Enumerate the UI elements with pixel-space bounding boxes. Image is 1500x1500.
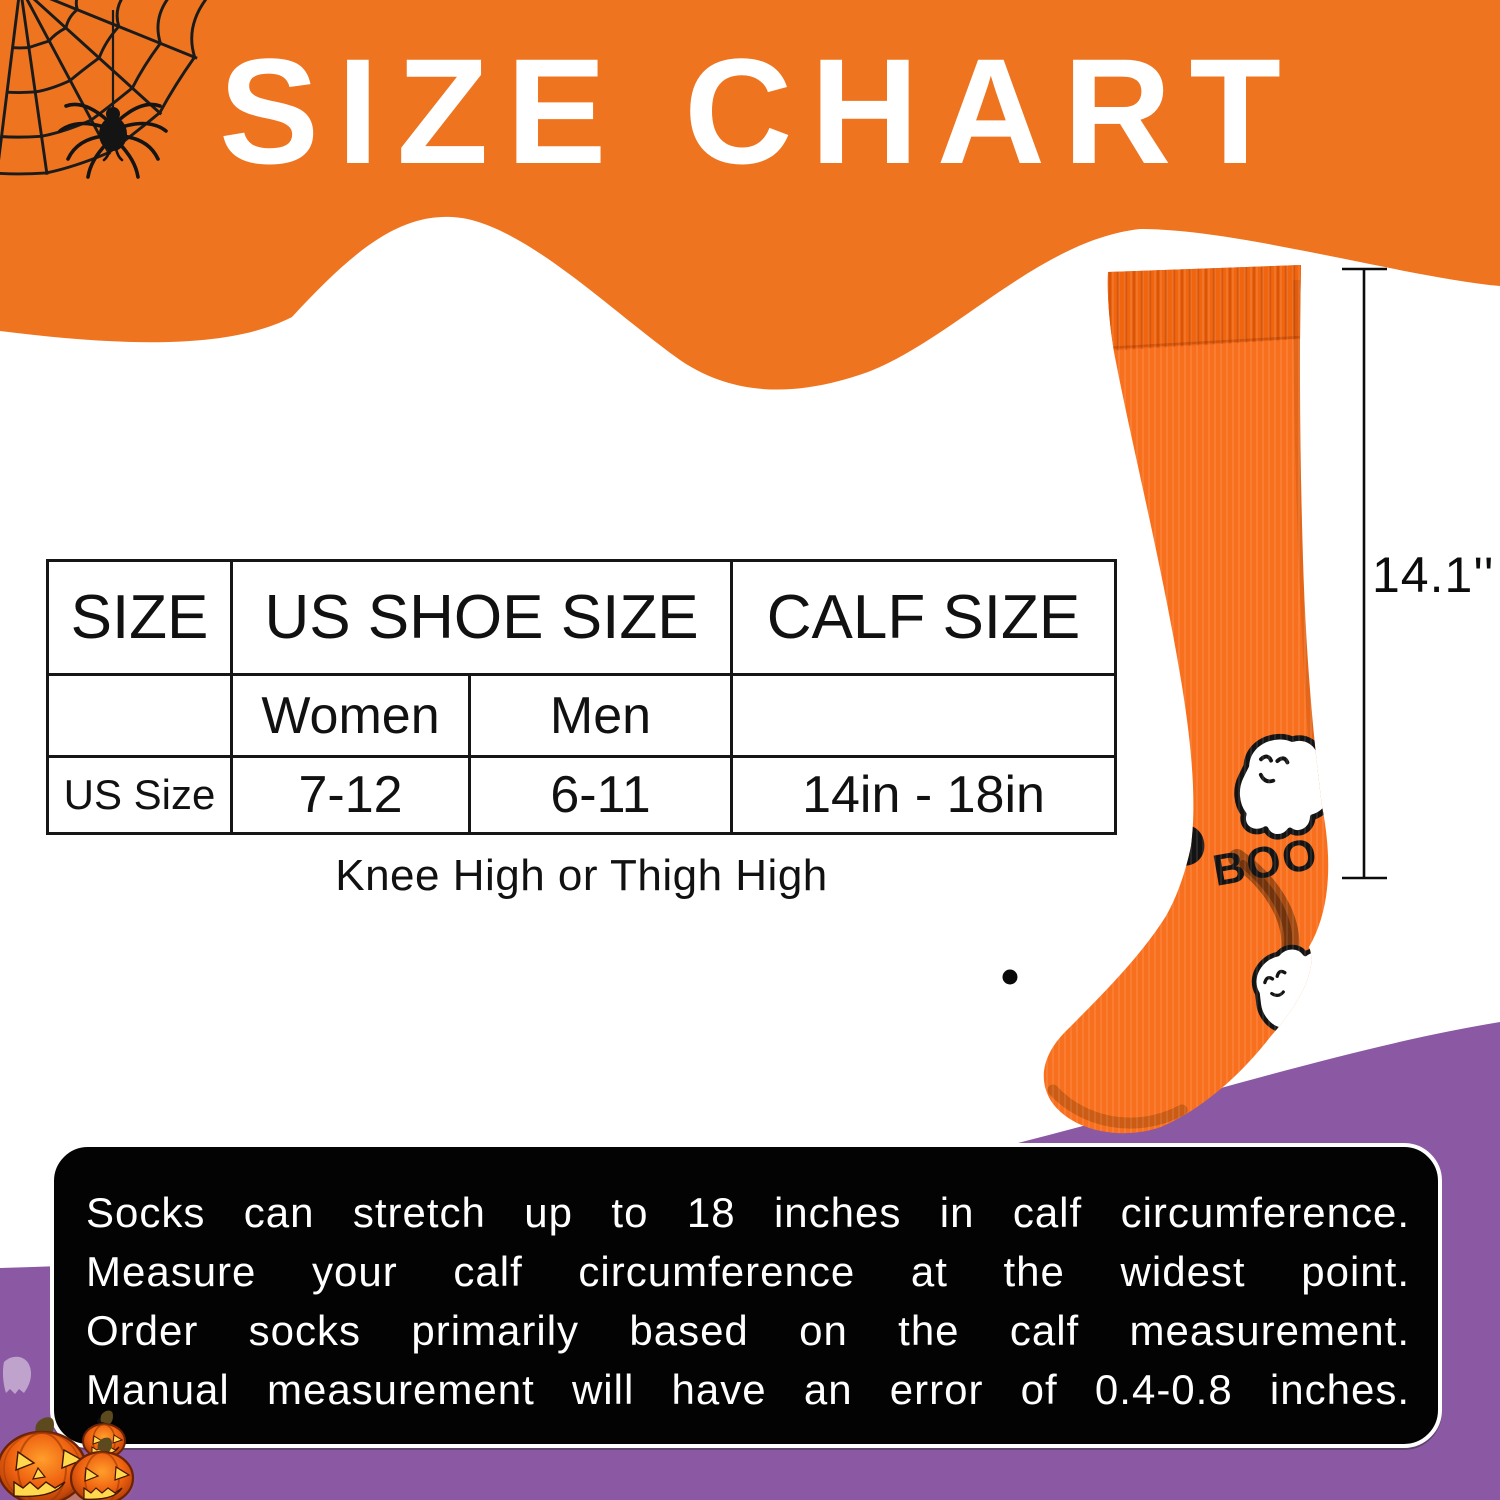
dot-marker [1002,969,1018,985]
banner-wave-shape [0,0,1500,390]
pumpkin-icon [0,1417,88,1500]
ghost-watermark-icon [2,1356,32,1394]
info-line: Measure your calf circumference at the w… [86,1248,1410,1295]
table-header-size: SIZE [49,562,233,676]
page-title: SIZE CHART [219,27,1299,195]
info-line: Manual measurement will have an error of… [86,1366,1410,1413]
table-row-label: US Size [49,758,233,832]
pumpkin-icon [69,1437,135,1500]
table-cell-empty [733,676,1114,758]
info-box: Socks can stretch up to 18 inches in cal… [50,1143,1442,1448]
banner [0,0,1500,390]
spider-icon [58,10,168,179]
pumpkins-decoration [0,1356,135,1500]
size-table: SIZE US SHOE SIZE CALF SIZE Women Men US… [46,559,1117,835]
table-value-calf: 14in - 18in [802,766,1045,824]
table-header-calf-size: CALF SIZE [733,562,1114,676]
table-header-shoe-size: US SHOE SIZE [233,562,733,676]
table-subheader-women: Women [233,676,471,758]
height-label: 14.1'' [1372,547,1495,603]
table-footnote: Knee High or Thigh High [335,851,828,900]
spider-web-icon [0,0,208,176]
height-dimension-line [1342,267,1387,880]
table-cell-empty [49,676,233,758]
table-subheader-men: Men [471,676,733,758]
table-value-men: 6-11 [471,758,733,832]
table-value-women: 7-12 [233,758,471,832]
info-line: Order socks primarily based on the calf … [86,1307,1410,1354]
info-line: Socks can stretch up to 18 inches in cal… [86,1189,1410,1236]
